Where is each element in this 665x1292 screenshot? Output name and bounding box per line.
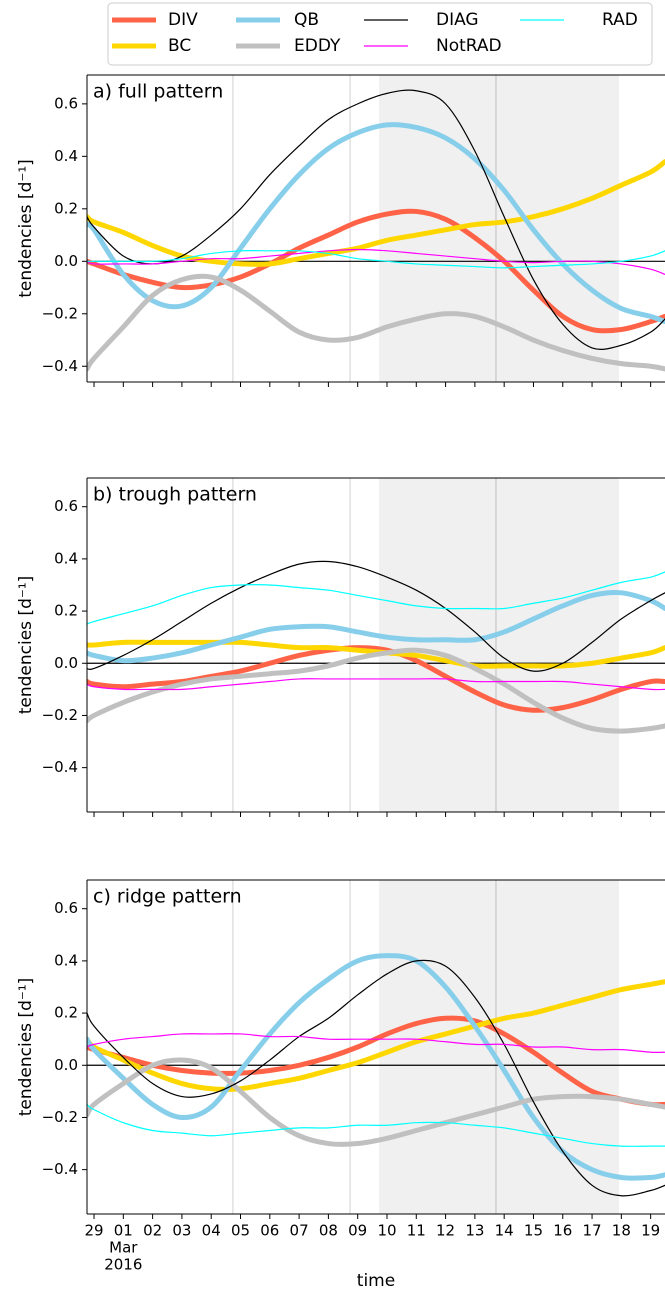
x-tick-label: 11: [407, 1222, 426, 1240]
y-tick-label: 0.0: [54, 252, 78, 270]
y-tick-label: −0.4: [42, 758, 78, 776]
x-month-label: Mar: [109, 1239, 138, 1257]
y-tick-label: 0.0: [54, 1056, 78, 1074]
series-line: [87, 122, 665, 325]
series-line: [87, 678, 665, 691]
legend-label: DIV: [168, 10, 198, 30]
x-tick-label: 29: [84, 1222, 103, 1240]
y-tick-label: 0.2: [54, 199, 78, 217]
x-tick-label: 13: [465, 1222, 484, 1240]
y-tick-label: 0.2: [54, 1004, 78, 1022]
legend-label: BC: [168, 36, 191, 56]
series-line: [87, 1057, 665, 1147]
series-line: [87, 1015, 665, 1108]
x-tick-label: 08: [319, 1222, 338, 1240]
y-tick-label: −0.2: [42, 304, 78, 322]
legend-label: RAD: [602, 10, 638, 30]
x-tick-label: 01: [114, 1222, 133, 1240]
x-tick-label: 03: [172, 1222, 191, 1240]
x-tick-label: 10: [377, 1222, 396, 1240]
y-axis-label: tendencies [d⁻¹]: [16, 978, 36, 1117]
legend-label: QB: [294, 10, 319, 30]
y-tick-label: −0.4: [42, 1160, 78, 1178]
series-line: [87, 250, 665, 269]
series-line: [87, 959, 665, 1197]
x-tick-label: 04: [202, 1222, 221, 1240]
x-tick-label: 05: [231, 1222, 250, 1240]
series-line: [87, 645, 665, 713]
plot-area: [87, 880, 665, 1214]
y-axis-label: tendencies [d⁻¹]: [16, 576, 36, 715]
y-tick-label: 0.4: [54, 549, 78, 567]
y-tick-label: −0.2: [42, 1108, 78, 1126]
y-tick-label: 0.6: [54, 497, 78, 515]
series-line: [87, 647, 665, 734]
y-tick-label: 0.2: [54, 602, 78, 620]
series-line: [87, 953, 665, 1181]
series-line: [87, 639, 665, 669]
series-line: [87, 248, 665, 276]
x-year-label: 2016: [104, 1256, 142, 1274]
panel-title: a) full pattern: [93, 81, 223, 103]
series-line: [87, 273, 665, 372]
x-tick-label: 16: [553, 1222, 572, 1240]
y-tick-label: −0.4: [42, 357, 78, 375]
x-tick-label: 02: [143, 1222, 162, 1240]
y-tick-label: 0.4: [54, 147, 78, 165]
x-tick-label: 14: [495, 1222, 514, 1240]
y-axis-label: tendencies [d⁻¹]: [16, 159, 36, 298]
series-line: [87, 1033, 665, 1054]
series-line: [87, 979, 665, 1092]
shaded-span: [379, 75, 620, 382]
x-tick-label: 15: [524, 1222, 543, 1240]
shaded-span: [379, 478, 620, 812]
plot-area: [87, 75, 665, 382]
x-tick-label: 18: [612, 1222, 631, 1240]
series-line: [87, 571, 665, 625]
x-tick-label: 07: [290, 1222, 309, 1240]
x-tick-label: 19: [641, 1222, 660, 1240]
shaded-span: [379, 880, 620, 1214]
y-tick-label: −0.2: [42, 706, 78, 724]
x-tick-label: 12: [436, 1222, 455, 1240]
series-line: [87, 1103, 665, 1147]
panel-title: c) ridge pattern: [93, 886, 242, 908]
series-line: [87, 590, 665, 664]
x-tick-label: 09: [348, 1222, 367, 1240]
legend-label: EDDY: [294, 36, 341, 56]
y-tick-label: 0.0: [54, 654, 78, 672]
x-tick-label: 17: [583, 1222, 602, 1240]
legend-label: DIAG: [436, 10, 479, 30]
panel-title: b) trough pattern: [93, 484, 257, 506]
legend-label: NotRAD: [436, 36, 502, 56]
x-axis-label: time: [357, 1271, 395, 1291]
y-tick-label: 0.4: [54, 951, 78, 969]
y-tick-label: 0.6: [54, 899, 78, 917]
series-line: [87, 159, 665, 267]
x-tick-label: 06: [260, 1222, 279, 1240]
series-line: [87, 89, 665, 350]
plot-area: [87, 478, 665, 812]
series-line: [87, 560, 665, 672]
y-tick-label: 0.6: [54, 94, 78, 112]
